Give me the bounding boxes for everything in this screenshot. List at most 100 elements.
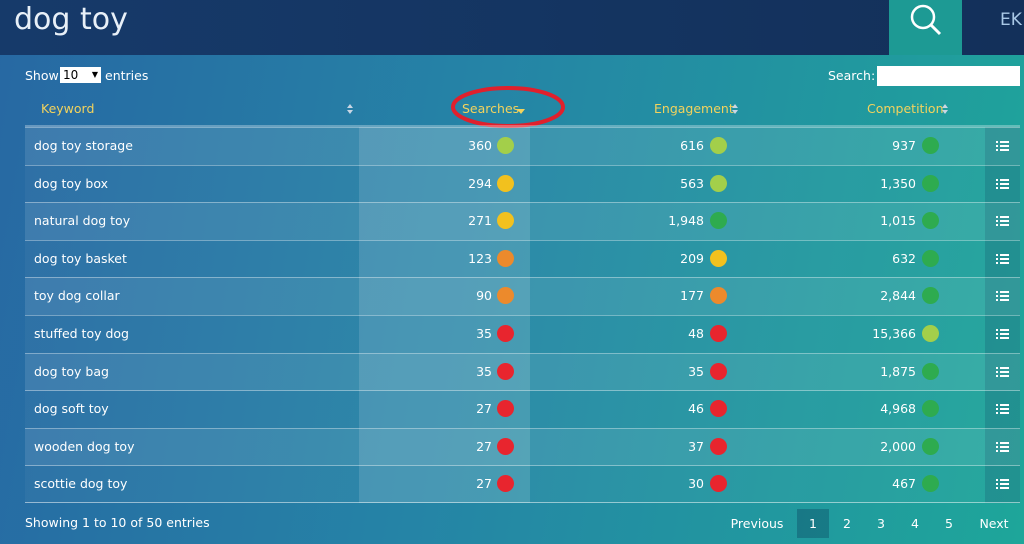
keyword-cell: dog toy bag xyxy=(34,363,109,379)
list-icon xyxy=(996,141,1009,151)
metric-cell: 46 xyxy=(688,401,704,417)
row-action[interactable] xyxy=(985,165,1020,202)
metric-cell: 35 xyxy=(476,326,492,341)
rating-dot xyxy=(922,249,939,267)
rating-dot xyxy=(922,362,939,380)
table-row xyxy=(25,390,1020,429)
list-icon xyxy=(996,253,1009,264)
row-action[interactable] xyxy=(985,315,1020,352)
pagination-button[interactable]: 4 xyxy=(911,516,919,531)
metric-cell: 4,968 xyxy=(880,401,916,417)
list-icon xyxy=(996,178,1009,189)
rating-dot xyxy=(922,212,939,230)
metric-cell: 48 xyxy=(688,326,704,341)
table-row xyxy=(25,127,1020,165)
user-initials[interactable]: EK xyxy=(1000,10,1022,30)
pagination-button[interactable]: 2 xyxy=(843,516,851,531)
metric-cell: 294 xyxy=(468,175,492,191)
metric-cell: 1,875 xyxy=(880,363,916,379)
table-row xyxy=(25,239,1020,278)
list-icon xyxy=(996,366,1009,377)
pagination-button[interactable]: Next xyxy=(979,516,1009,531)
row-action[interactable] xyxy=(985,428,1020,465)
search-input[interactable] xyxy=(877,66,1020,86)
keyword-cell: dog toy basket xyxy=(34,250,127,266)
list-icon xyxy=(996,404,1009,415)
rating-dot xyxy=(497,249,514,267)
row-action[interactable] xyxy=(985,353,1020,390)
metric-cell: 37 xyxy=(688,438,704,454)
rating-dot xyxy=(922,174,939,192)
rating-dot xyxy=(710,212,727,230)
metric-cell: 27 xyxy=(476,401,492,417)
rating-dot xyxy=(497,475,514,493)
rating-dot xyxy=(922,400,939,418)
action-column xyxy=(985,127,1020,503)
page-title: dog toy xyxy=(14,2,128,37)
row-action[interactable] xyxy=(985,277,1020,314)
rating-dot xyxy=(922,137,939,154)
table-info: Showing 1 to 10 of 50 entries xyxy=(25,515,210,530)
row-action[interactable] xyxy=(985,240,1020,277)
rating-dot xyxy=(710,400,727,418)
search-button[interactable] xyxy=(889,0,962,55)
search-label: Search: xyxy=(828,68,876,83)
metric-cell: 937 xyxy=(892,138,916,153)
metric-cell: 616 xyxy=(680,138,704,153)
sort-icons xyxy=(347,104,948,114)
metric-cell: 209 xyxy=(680,250,704,266)
pagination-button[interactable]: Previous xyxy=(730,516,784,531)
rating-dot xyxy=(497,400,514,418)
page-size-select[interactable]: 10 ▼ xyxy=(60,67,101,83)
rating-dot xyxy=(497,174,514,192)
rating-dot xyxy=(497,325,514,342)
rating-dot xyxy=(710,362,727,380)
rating-dot xyxy=(497,287,514,305)
metric-cell: 2,000 xyxy=(880,438,916,454)
page-size-value: 10 xyxy=(63,68,79,82)
table-bottom-border xyxy=(25,502,1020,503)
pagination-button[interactable]: 5 xyxy=(945,516,953,531)
rating-dot xyxy=(497,362,514,380)
rating-dot xyxy=(710,137,727,154)
table-row xyxy=(25,465,1020,504)
row-action[interactable] xyxy=(985,465,1020,502)
metric-cell: 177 xyxy=(680,288,704,304)
metric-cell: 271 xyxy=(468,213,492,229)
metric-cell: 1,350 xyxy=(880,175,916,191)
row-action[interactable] xyxy=(985,127,1020,164)
rating-dot xyxy=(497,212,514,230)
row-action[interactable] xyxy=(985,390,1020,427)
metric-cell: 123 xyxy=(468,250,492,266)
table-row xyxy=(25,202,1020,241)
metric-cell: 27 xyxy=(476,476,492,492)
keyword-cell: wooden dog toy xyxy=(34,438,135,454)
metric-cell: 30 xyxy=(688,476,704,492)
column-header[interactable]: Competition xyxy=(867,101,944,116)
column-header[interactable]: Engagement xyxy=(654,101,734,116)
list-icon xyxy=(996,291,1009,302)
metric-cell: 35 xyxy=(688,363,704,379)
search-icon xyxy=(910,4,942,36)
pagination-button[interactable]: 3 xyxy=(877,516,885,531)
metric-cell: 563 xyxy=(680,175,704,191)
rating-dot xyxy=(922,325,939,342)
list-icon xyxy=(996,329,1009,339)
metric-cell: 2,844 xyxy=(880,288,916,304)
keyword-cell: natural dog toy xyxy=(34,213,131,229)
keyword-cell: dog soft toy xyxy=(34,401,109,417)
top-bar xyxy=(0,0,1024,55)
list-icon xyxy=(996,479,1009,490)
rating-dot xyxy=(710,475,727,493)
column-header[interactable]: Keyword xyxy=(41,101,95,116)
rating-dot xyxy=(710,249,727,267)
rating-dot xyxy=(497,437,514,455)
keyword-cell: scottie dog toy xyxy=(34,476,128,492)
column-header[interactable]: Searches xyxy=(462,101,520,116)
keyword-cell: stuffed toy dog xyxy=(34,326,129,341)
row-action[interactable] xyxy=(985,202,1020,239)
metric-cell: 15,366 xyxy=(872,326,916,341)
rating-dot xyxy=(710,287,727,305)
pagination-button[interactable]: 1 xyxy=(797,509,829,538)
